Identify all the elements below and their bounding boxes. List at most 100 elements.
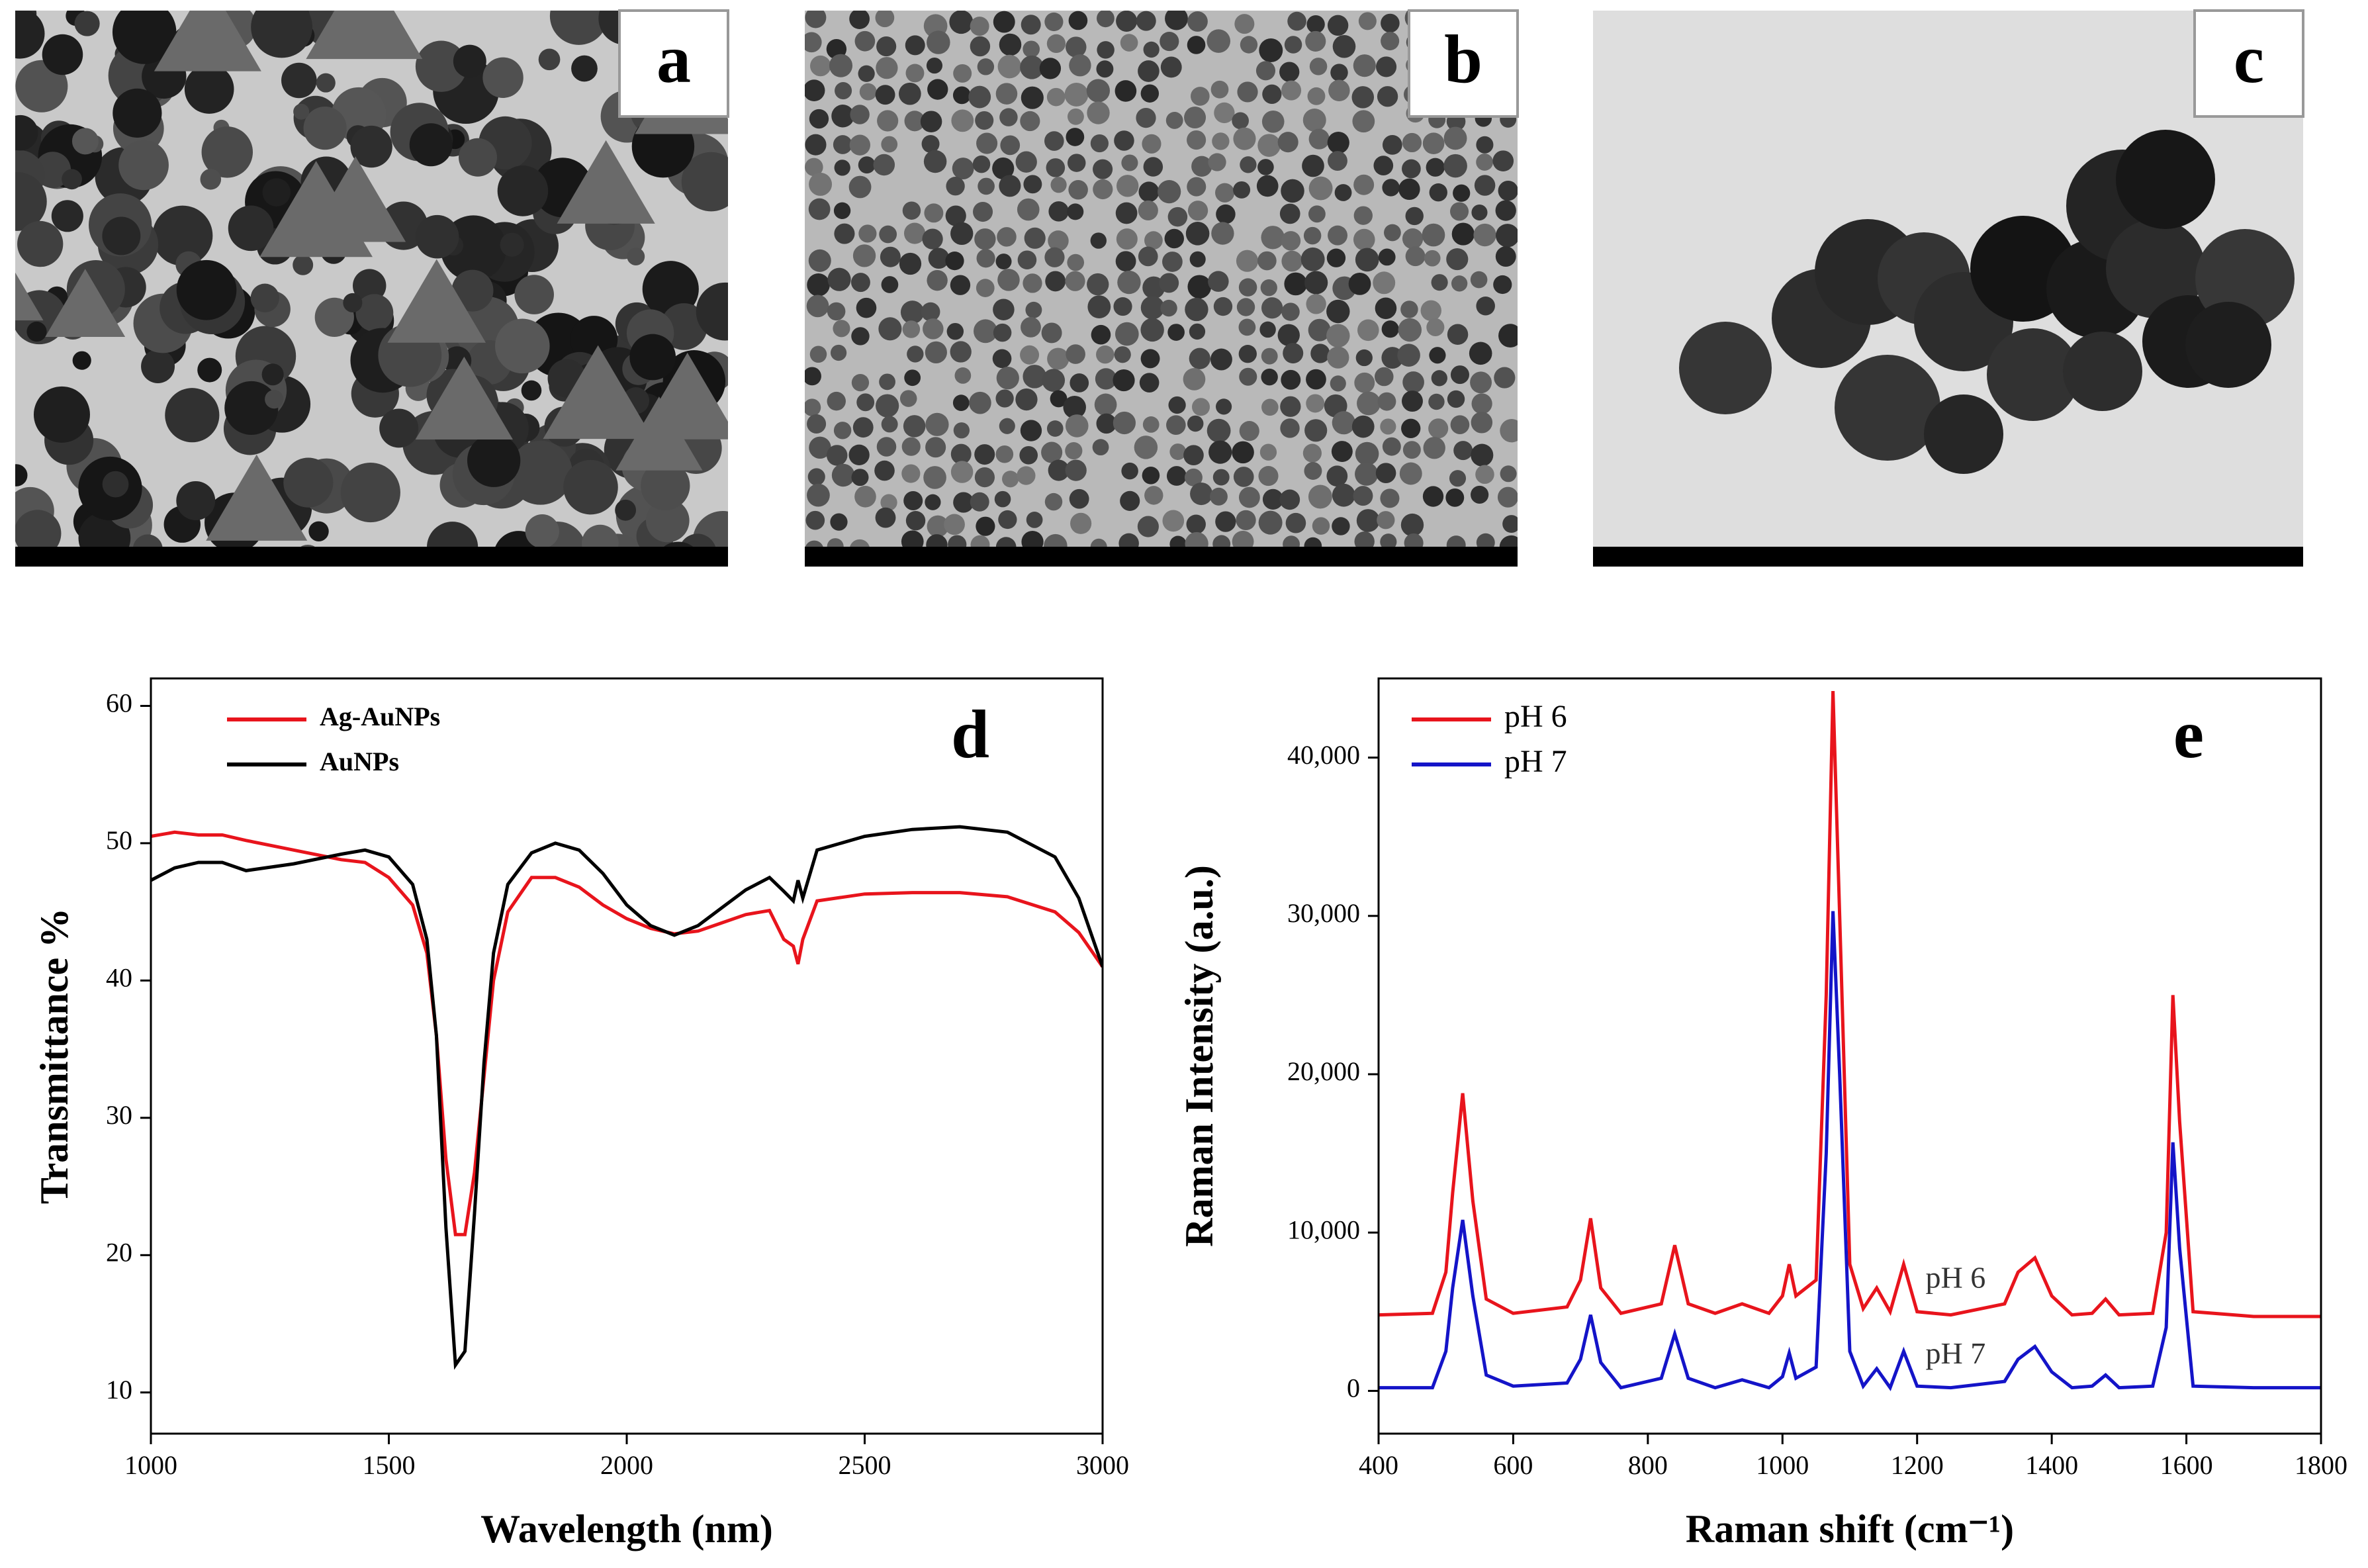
particle xyxy=(1352,110,1375,133)
particle xyxy=(1402,132,1422,153)
particle xyxy=(1046,420,1064,437)
particle xyxy=(995,254,1012,270)
x-tick-label: 600 xyxy=(1493,1450,1533,1480)
panel-label-box xyxy=(618,9,729,118)
particle xyxy=(1015,388,1038,411)
data-line xyxy=(1379,691,2321,1318)
particle xyxy=(1500,465,1517,483)
particle xyxy=(74,11,100,36)
particle xyxy=(1232,441,1254,464)
particle xyxy=(1067,108,1084,125)
particle xyxy=(879,373,895,391)
particle xyxy=(1237,81,1258,103)
particle xyxy=(923,318,944,340)
particle xyxy=(1215,183,1235,203)
particle xyxy=(1233,181,1251,199)
particle xyxy=(878,317,902,341)
particle xyxy=(1048,230,1069,252)
particle xyxy=(1257,134,1281,157)
particle xyxy=(1380,418,1396,435)
particle xyxy=(1142,466,1160,484)
particle xyxy=(1239,367,1257,386)
particle xyxy=(852,417,874,438)
particle xyxy=(206,454,308,541)
particle xyxy=(262,178,291,207)
particle xyxy=(1238,486,1260,508)
particle xyxy=(1375,367,1394,387)
particle xyxy=(858,156,876,174)
y-tick-label: 30,000 xyxy=(1287,898,1360,928)
particle xyxy=(974,467,995,488)
particle xyxy=(1496,224,1518,248)
particle xyxy=(165,388,220,443)
particle xyxy=(1165,11,1188,30)
particle xyxy=(877,110,899,132)
particle xyxy=(141,349,175,383)
particle xyxy=(925,341,947,363)
particle xyxy=(905,35,925,56)
particle xyxy=(970,17,989,36)
particle xyxy=(1185,297,1208,322)
particle xyxy=(1191,156,1212,177)
particle xyxy=(1256,175,1279,197)
particle xyxy=(1260,279,1277,297)
particle xyxy=(1308,205,1326,223)
particle xyxy=(1277,324,1300,346)
particle xyxy=(1474,175,1496,196)
particle xyxy=(922,228,943,250)
particle xyxy=(1355,441,1379,466)
particle xyxy=(1443,154,1467,178)
particle xyxy=(1423,437,1445,459)
particle xyxy=(308,521,329,542)
particle xyxy=(904,111,925,132)
particle xyxy=(1046,34,1066,54)
particle xyxy=(1142,134,1161,154)
particle xyxy=(1498,324,1518,347)
particle xyxy=(1400,300,1418,318)
particle xyxy=(831,105,854,128)
particle xyxy=(1186,514,1206,534)
particle xyxy=(1679,322,1772,414)
particle xyxy=(968,85,991,109)
particle xyxy=(1381,320,1399,338)
particle xyxy=(1476,136,1494,154)
particle xyxy=(925,412,949,436)
particle xyxy=(829,54,853,77)
particle xyxy=(827,391,846,411)
particle xyxy=(1473,223,1496,247)
particle xyxy=(859,83,877,101)
particle xyxy=(1239,421,1259,441)
particle xyxy=(1158,179,1181,204)
particle xyxy=(1184,107,1207,129)
particle xyxy=(415,40,467,92)
particle xyxy=(1021,15,1041,35)
particle xyxy=(1381,31,1400,51)
particle xyxy=(1284,272,1308,296)
particle xyxy=(1000,135,1021,156)
particle xyxy=(928,248,950,269)
particle xyxy=(1281,369,1301,390)
particle xyxy=(453,44,486,78)
particle xyxy=(415,356,513,440)
particle xyxy=(1300,247,1325,271)
particle xyxy=(1190,483,1213,506)
particle xyxy=(1326,324,1350,347)
particle xyxy=(15,115,38,151)
particle xyxy=(1306,369,1326,390)
particle xyxy=(343,293,363,312)
x-tick-label: 2000 xyxy=(600,1450,653,1480)
particle xyxy=(903,222,926,244)
particle xyxy=(1500,419,1518,443)
particle xyxy=(1187,415,1204,432)
particle xyxy=(1450,202,1469,221)
particle xyxy=(1353,486,1373,506)
particle xyxy=(950,443,972,465)
particle xyxy=(1494,367,1516,389)
particle xyxy=(1451,275,1468,292)
particle xyxy=(881,276,899,293)
particle xyxy=(314,297,354,337)
particle xyxy=(1431,274,1448,291)
particle xyxy=(807,414,827,434)
particle xyxy=(1281,250,1303,272)
particle xyxy=(881,136,898,153)
